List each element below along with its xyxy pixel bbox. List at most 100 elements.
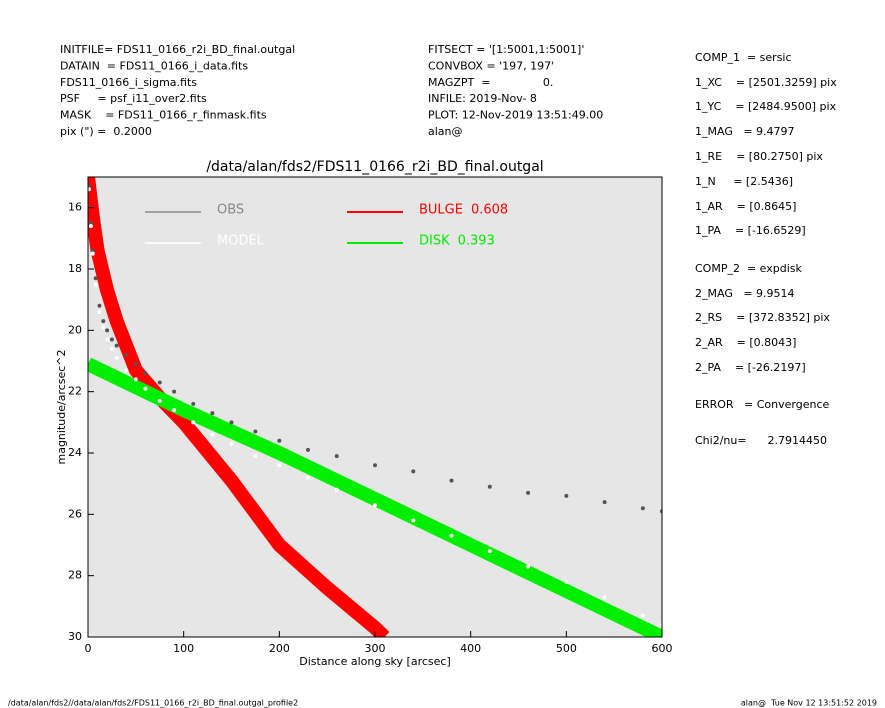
info-line: MAGZPT = 0. (428, 76, 553, 89)
parameter-line: 2_PA = [-26.2197] (695, 361, 806, 374)
parameter-line: 1_PA = [-16.6529] (695, 224, 806, 237)
data-point (88, 224, 93, 229)
legend-fraction: 0.393 (458, 234, 495, 249)
info-line: FDS11_0166_i_sigma.fits (60, 76, 197, 89)
info-line: pix (") = 0.2000 (60, 125, 152, 138)
y-tick-label: 22 (68, 385, 82, 398)
data-point (449, 478, 454, 483)
info-line: DATAIN = FDS11_0166_i_data.fits (60, 59, 248, 72)
chart-title: /data/alan/fds2/FDS11_0166_r2i_BD_final.… (206, 159, 543, 175)
legend-label: OBS (217, 203, 244, 218)
data-point (105, 328, 110, 333)
x-tick-label: 300 (365, 642, 386, 655)
parameter-line: 1_AR = [0.8645] (695, 200, 796, 213)
data-point (124, 368, 129, 373)
parameters: COMP_1 = sersic 1_XC = [2501.3259] pix 1_Y… (695, 51, 837, 447)
info-line: INITFILE= FDS11_0166_r2i_BD_final.outgal (60, 43, 295, 56)
data-point (88, 184, 91, 189)
data-point (133, 362, 138, 367)
data-point (191, 401, 196, 406)
data-point (114, 343, 119, 348)
parameter-line: Chi2/nu= 2.7914450 (695, 434, 827, 447)
parameter-line: ERROR = Convergence (695, 398, 829, 411)
data-point (277, 438, 282, 443)
data-point (411, 518, 416, 523)
data-point (101, 319, 106, 324)
footer-right: alan@ Tue Nov 12 13:51:52 2019 (741, 699, 877, 708)
data-point (526, 490, 531, 495)
data-point (306, 447, 311, 452)
parameter-line: 2_MAG = 9.9514 (695, 287, 795, 300)
data-point (602, 500, 607, 505)
parameter-line: 1_N = [2.5436] (695, 175, 793, 188)
data-point (105, 337, 110, 342)
data-point (143, 386, 148, 391)
legend-label: DISK (419, 234, 450, 249)
data-point (210, 411, 215, 416)
parameter-line: 1_XC = [2501.3259] pix (695, 76, 837, 89)
data-point (564, 579, 569, 584)
data-point (157, 398, 162, 403)
y-tick-label: 26 (68, 507, 82, 520)
data-point (114, 355, 119, 360)
x-tick-label: 400 (460, 642, 481, 655)
x-tick-label: 100 (173, 642, 194, 655)
data-point (109, 346, 114, 351)
info-line: CONVBOX = '197, 197' (428, 59, 554, 72)
data-point (90, 248, 95, 253)
x-axis-label: Distance along sky [arcsec] (299, 655, 451, 668)
data-point (229, 441, 234, 446)
data-point (88, 221, 93, 225)
info-line: FITSECT = '[1:5001,1:5001]' (428, 43, 584, 56)
y-tick-label: 30 (68, 630, 82, 643)
parameter-line: 1_MAG = 9.4797 (695, 125, 795, 138)
data-point (172, 389, 177, 394)
x-tick-label: 600 (652, 642, 673, 655)
data-point (277, 463, 282, 468)
data-point (253, 454, 258, 459)
data-point (97, 303, 102, 308)
data-point (124, 352, 129, 357)
info-middle: FITSECT = '[1:5001,1:5001]' CONVBOX = '19… (428, 43, 603, 138)
data-point (373, 503, 377, 508)
data-point (93, 276, 98, 281)
y-axis-label: magnitude/arcsec^2 (55, 349, 68, 464)
info-line: MASK = FDS11_0166_r_finmask.fits (60, 109, 267, 122)
data-point (210, 432, 215, 437)
data-point (172, 408, 177, 413)
legend-fraction: 0.608 (471, 203, 508, 218)
data-point (640, 613, 645, 618)
parameter-line: COMP_2 = expdisk (695, 262, 803, 275)
plot: 0 100 200 300 400 500 600 16 18 20 22 24 26 28 30 OBS MO… (68, 176, 673, 655)
legend-label: BULGE (419, 203, 463, 218)
x-tick-label: 200 (269, 642, 290, 655)
data-point (487, 484, 492, 489)
info-line: PLOT: 12-Nov-2019 13:51:49.00 (428, 109, 603, 122)
legend-label: MODEL (217, 234, 265, 249)
data-point (191, 420, 196, 425)
marks (88, 177, 662, 637)
y-tick-label: 20 (68, 323, 82, 336)
data-point (564, 493, 569, 498)
data-point (640, 506, 645, 511)
y-tick-label: 28 (68, 569, 82, 582)
data-point (133, 377, 138, 382)
parameter-line: 2_AR = [0.8043] (695, 336, 796, 349)
parameter-line: 2_RS = [372.8352] pix (695, 311, 830, 324)
data-point (373, 463, 377, 468)
data-point (157, 380, 162, 385)
y-tick-label: 18 (68, 262, 82, 275)
data-point (411, 469, 416, 474)
parameter-line: COMP_1 = sersic (695, 51, 792, 64)
data-point (334, 454, 339, 459)
data-point (449, 533, 454, 538)
info-left: INITFILE= FDS11_0166_r2i_BD_final.outgal… (60, 43, 295, 138)
data-point (101, 325, 106, 330)
data-point (97, 309, 102, 314)
data-point (334, 487, 339, 492)
x-tick-label: 0 (85, 642, 92, 655)
footer-left: /data/alan/fds2//data/alan/fds2/FDS11_01… (8, 699, 298, 708)
model-band (88, 357, 662, 637)
